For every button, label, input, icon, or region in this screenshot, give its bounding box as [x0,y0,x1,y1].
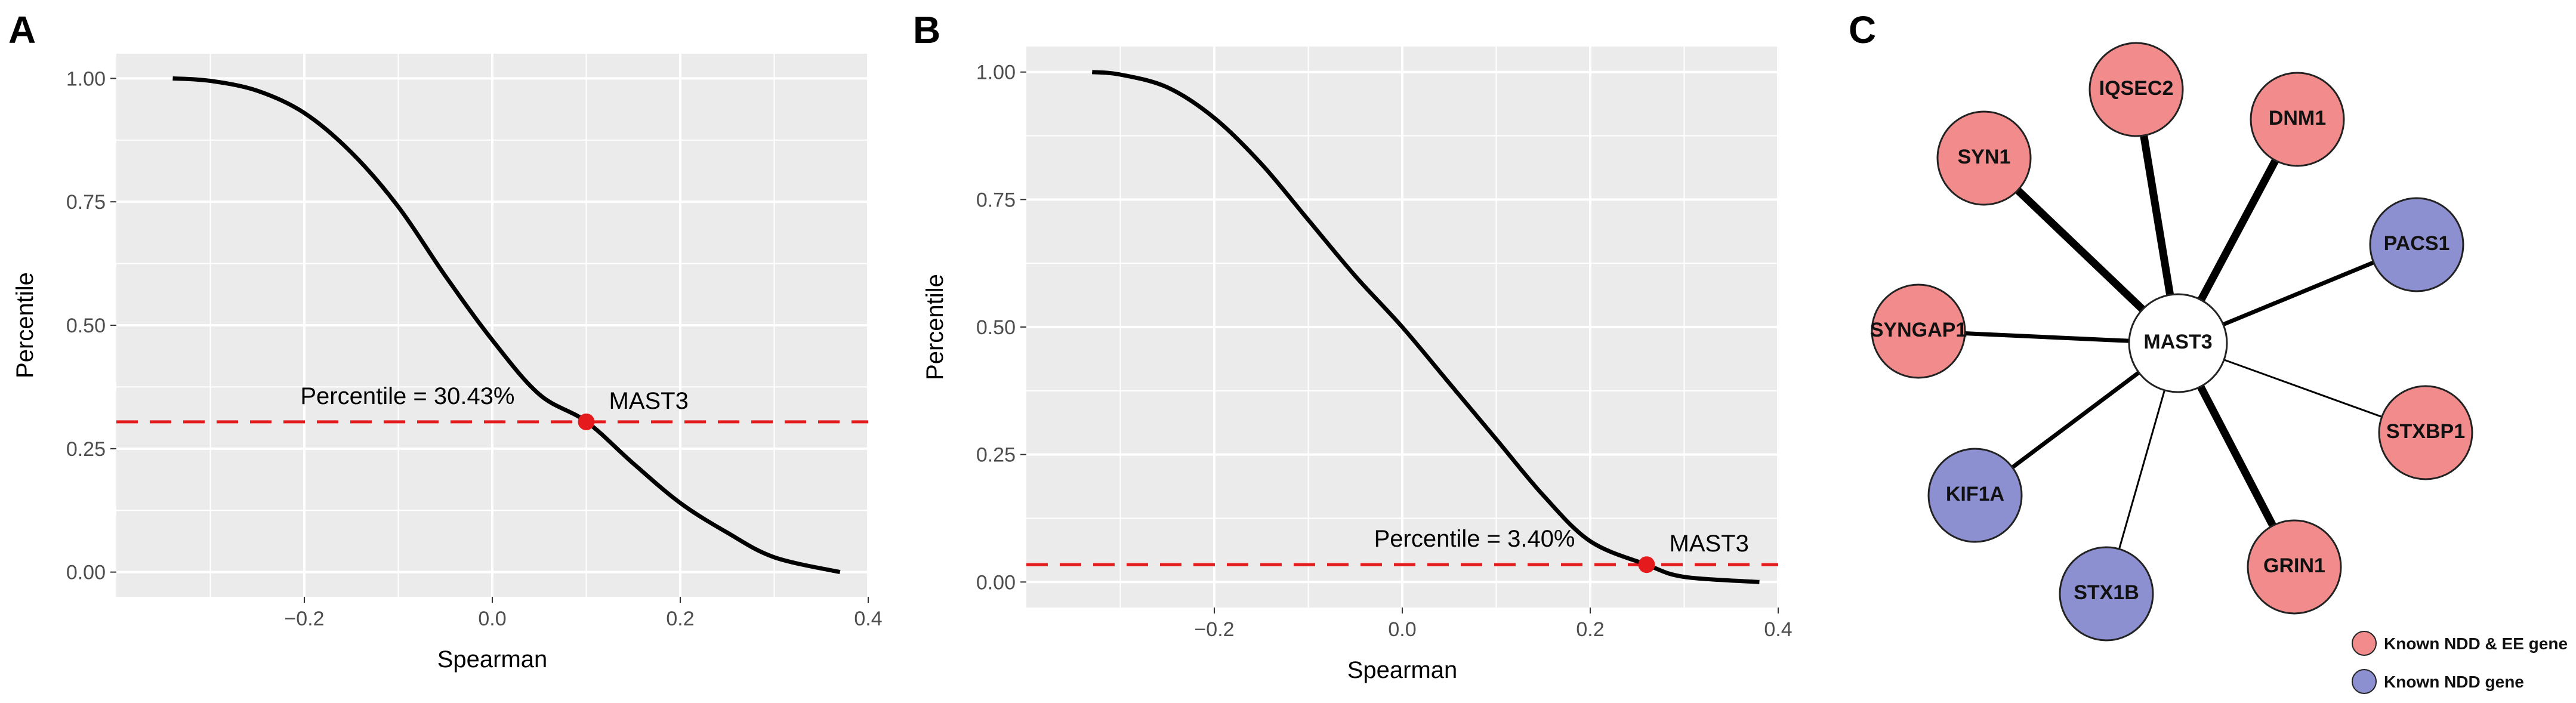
chart-b-y-tick-label: 1.00 [976,61,1016,84]
network-center-label: MAST3 [2143,331,2212,353]
gene-network: IQSEC2 DNM1 PACS1 STXBP1 GRIN1 STX1B KIF1A SYNG… [1870,42,2568,694]
chart-b-series-line [1091,70,1760,584]
node-grin1[interactable] [2247,519,2342,615]
legend-label-ndd-ee: Known NDD & EE gene [2384,634,2568,653]
chart-a-highlight-point [578,413,595,430]
chart-a-x-tick-label: 0.2 [666,608,694,630]
chart-b-y-tick-label: 0.25 [976,444,1016,467]
chart-a-x-tick-label: 0.4 [854,608,882,630]
panel-label-c: C [1849,8,1876,51]
node-syn1[interactable] [1936,110,2032,206]
chart-a-y-tick-label: 0.75 [66,191,106,214]
chart-b: −0.2 0.0 0.2 0.4 0.00 0.25 0.50 0.75 1.00 Spearm… [922,47,1793,683]
node-label-pacs1: PACS1 [2384,232,2450,255]
node-pacs1[interactable] [2369,197,2464,292]
node-stx1b[interactable] [2059,546,2154,642]
chart-a-y-tick-label: 0.50 [66,314,106,337]
chart-a-x-tick-label: 0.0 [478,608,506,630]
panel-label-b: B [913,8,940,51]
chart-b-point-label: MAST3 [1670,531,1749,557]
legend-swatch-ndd-ee [2352,631,2377,656]
chart-a-annotation: Percentile = 30.43% [300,383,514,409]
node-label-syngap1: SYNGAP1 [1870,319,1967,341]
chart-b-y-tick-label: 0.00 [976,571,1016,594]
network-legend: Known NDD & EE gene Known NDD gene [2352,631,2568,694]
chart-b-highlight-point [1638,556,1655,574]
chart-b-y-axis-title: Percentile [922,274,948,380]
network-center-node: MAST3 [2128,293,2228,393]
chart-b-x-tick-label: 0.2 [1576,618,1604,641]
node-label-stxbp1: STXBP1 [2386,420,2465,443]
node-dnm1[interactable] [2250,72,2345,167]
node-label-grin1: GRIN1 [2263,554,2325,577]
chart-a-y-tick-label: 0.25 [66,438,106,461]
chart-b-annotation: Percentile = 3.40% [1374,526,1575,552]
legend-swatch-ndd [2352,669,2377,694]
chart-a-x-axis-title: Spearman [437,646,548,673]
network-center-circle [2128,293,2228,393]
chart-b-x-tick-label: 0.4 [1764,618,1792,641]
chart-b-y-tick-label: 0.50 [976,316,1016,339]
chart-b-y-tick-label: 0.75 [976,189,1016,211]
chart-a-point-label: MAST3 [609,388,689,414]
chart-a-y-tick-label: 0.00 [66,562,106,584]
node-syngap1[interactable] [1871,283,1966,379]
chart-b-x-tick-label: 0.0 [1388,618,1416,641]
node-iqsec2[interactable] [2088,42,2184,137]
panel-label-a: A [8,8,36,51]
node-kif1a[interactable] [1927,448,2023,543]
node-stxbp1[interactable] [2378,385,2473,480]
chart-a-series-line [172,76,841,575]
chart-a-y-axis-title: Percentile [12,272,38,378]
node-label-syn1: SYN1 [1958,146,2011,168]
chart-b-x-axis-title: Spearman [1347,657,1458,683]
legend-label-ndd: Known NDD gene [2384,673,2524,691]
chart-a: −0.2 0.0 0.2 0.4 0.00 0.25 0.50 0.75 1.00 Spearm… [12,54,883,673]
node-label-iqsec2: IQSEC2 [2099,77,2174,100]
node-label-stx1b: STX1B [2074,581,2139,604]
node-label-kif1a: KIF1A [1946,483,2004,505]
node-label-dnm1: DNM1 [2269,107,2326,130]
chart-b-x-tick-label: −0.2 [1194,618,1234,641]
chart-a-y-tick-label: 1.00 [66,67,106,90]
chart-a-x-tick-label: −0.2 [284,608,324,630]
